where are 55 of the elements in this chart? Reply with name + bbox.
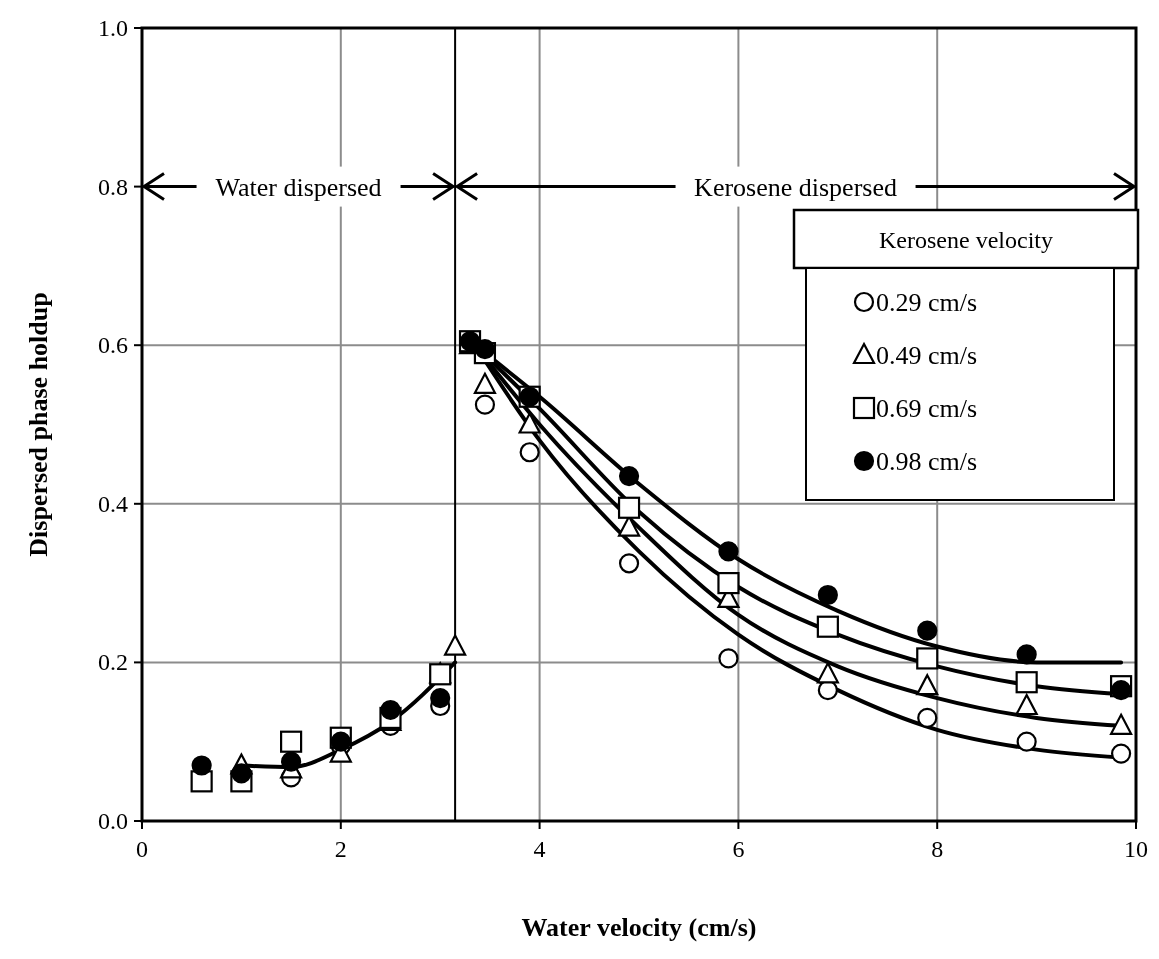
legend-label: 0.29 cm/s [876,288,978,317]
x-tick-label: 4 [533,836,546,862]
legend-label: 0.69 cm/s [876,394,978,423]
x-tick-label: 10 [1124,836,1148,862]
y-tick-label: 0.0 [98,808,128,834]
point [816,615,839,638]
y-tick-label: 0.4 [98,490,128,517]
y-tick-label: 0.2 [98,649,128,676]
annotation: Kerosene dispersed [694,172,897,202]
point [474,394,496,415]
point [1015,671,1038,694]
point [1109,713,1133,735]
legend-title-box: Kerosene velocity [792,208,1140,270]
point [474,339,496,360]
legend-label: 0.98 cm/s [876,447,978,476]
point [817,680,838,701]
y-axis-title: Dispersed phase holdup [24,292,53,557]
point [1110,743,1132,764]
x-axis-title: Water velocity (cm/s) [521,913,757,942]
point [280,730,303,753]
point [718,648,739,669]
point [618,553,640,574]
x-tick-label: 0 [136,836,148,862]
point [1110,680,1132,701]
point [191,755,212,776]
point [518,412,541,434]
point [1016,644,1037,665]
legend-label: 0.49 cm/s [876,341,978,370]
point [430,687,451,709]
y-tick-label: 0.6 [98,332,128,359]
annotation: Water dispersed [215,172,382,202]
point [618,465,640,487]
point [1015,693,1038,716]
y-tick-label: 1.0 [98,15,128,41]
point [817,584,838,606]
point [473,372,497,394]
point [917,620,938,641]
point [916,674,939,696]
x-tick-label: 2 [334,836,347,862]
point [231,763,252,784]
point [444,634,467,656]
point [330,731,351,752]
point [1016,731,1037,752]
point [281,751,302,772]
legend-title: Kerosene velocity [879,227,1053,253]
point [617,496,641,519]
x-tick-label: 6 [732,836,745,862]
point [717,572,740,595]
point [816,662,839,684]
point [519,442,540,463]
y-tick-label: 0.8 [98,173,128,200]
x-tick-label: 8 [931,836,944,862]
point [916,647,939,670]
point [718,541,739,562]
point [917,707,938,729]
